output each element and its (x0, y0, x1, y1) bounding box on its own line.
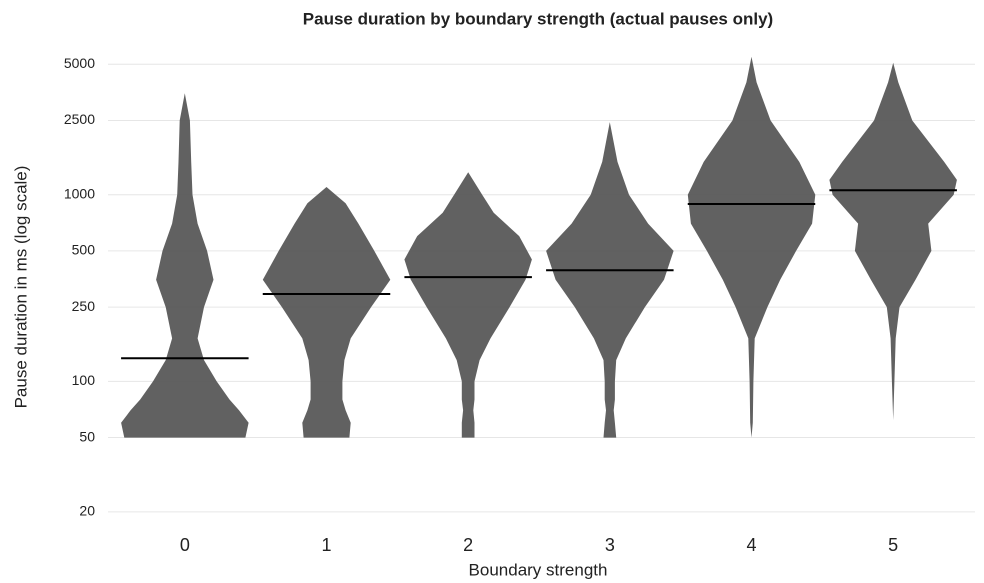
y-tick-label: 50 (79, 428, 95, 444)
violin (262, 187, 391, 438)
y-tick-label: 1000 (64, 185, 95, 201)
violin (829, 62, 957, 421)
x-tick-label: 4 (746, 535, 756, 555)
x-tick-label: 1 (321, 535, 331, 555)
y-tick-label: 2500 (64, 111, 95, 127)
y-tick-label: 20 (79, 503, 95, 519)
y-tick-label: 100 (72, 372, 96, 388)
y-tick-label: 500 (72, 242, 96, 258)
x-tick-label: 2 (463, 535, 473, 555)
y-tick-label: 250 (72, 298, 96, 314)
chart-title: Pause duration by boundary strength (act… (303, 9, 773, 28)
y-tick-label: 5000 (64, 55, 95, 71)
violin (404, 172, 532, 438)
y-axis-label: Pause duration in ms (log scale) (11, 166, 30, 409)
violin (121, 93, 249, 438)
x-tick-label: 3 (605, 535, 615, 555)
violin (546, 122, 674, 438)
x-axis-label: Boundary strength (469, 560, 608, 579)
x-tick-label: 0 (180, 535, 190, 555)
x-tick-label: 5 (888, 535, 898, 555)
violin (687, 56, 816, 438)
